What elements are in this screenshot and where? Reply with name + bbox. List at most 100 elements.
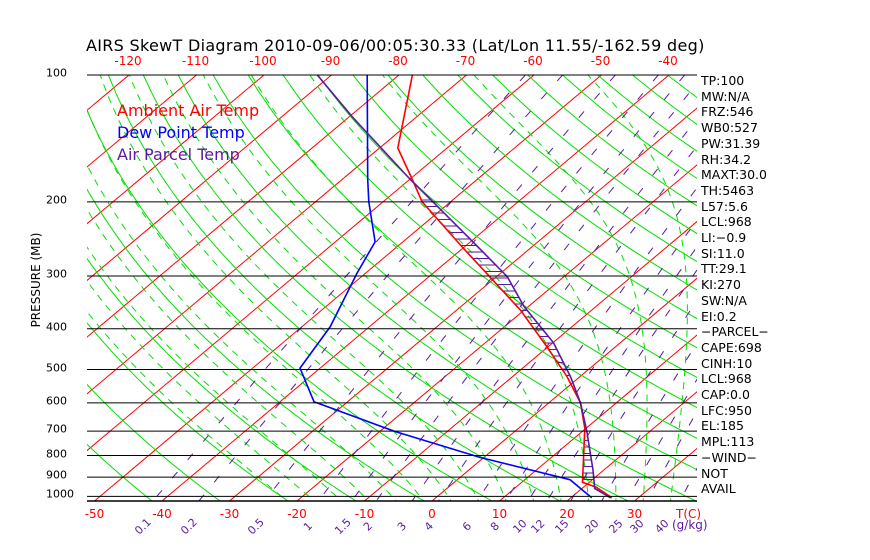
legend-ambient-air-temp: Ambient Air Temp bbox=[117, 101, 260, 120]
sounding-stat: −PARCEL− bbox=[701, 324, 769, 340]
dry-adiabat-line bbox=[457, 75, 697, 263]
moist-adiabat-line bbox=[99, 75, 452, 501]
pressure-tick-label: 300 bbox=[46, 267, 67, 281]
pressure-tick-label: 700 bbox=[46, 422, 67, 436]
top-temp-tick-label: -50 bbox=[590, 54, 611, 68]
isotherm-line bbox=[87, 75, 265, 225]
moist-adiabat-line bbox=[162, 75, 507, 501]
air-parcel-temp-line bbox=[316, 75, 612, 499]
sounding-stat: SW:N/A bbox=[701, 292, 747, 308]
moist-adiabat-line bbox=[128, 75, 480, 501]
mixing-ratio-line bbox=[375, 82, 697, 501]
isotherm-line bbox=[87, 75, 197, 168]
top-temp-tick-label: -100 bbox=[249, 54, 277, 68]
bottom-temp-tick-label: 20 bbox=[559, 507, 575, 521]
sounding-stat: LFC:950 bbox=[701, 402, 752, 418]
moist-adiabat-line bbox=[202, 75, 535, 501]
moist-adiabat-line bbox=[87, 108, 425, 501]
sounding-stat: PW:31.39 bbox=[701, 135, 761, 151]
dry-adiabat-line bbox=[87, 257, 357, 501]
top-temp-tick-label: -70 bbox=[455, 54, 476, 68]
pressure-tick-label: 100 bbox=[46, 66, 67, 80]
isotherm-line bbox=[87, 75, 130, 111]
sounding-stat: RH:34.2 bbox=[701, 151, 752, 167]
isotherm-line bbox=[93, 75, 602, 501]
dry-adiabat-line bbox=[492, 75, 697, 235]
sounding-stat: NOT bbox=[701, 465, 728, 481]
top-temp-tick-label: -60 bbox=[523, 54, 543, 68]
sounding-stat: EL:185 bbox=[701, 418, 744, 434]
sounding-stat: TH:5463 bbox=[701, 182, 755, 198]
sounding-stat: L57:5.6 bbox=[701, 198, 748, 214]
sounding-stat: MAXT:30.0 bbox=[701, 167, 767, 183]
sounding-stat: EI:0.2 bbox=[701, 308, 737, 324]
bottom-temp-tick-label: -30 bbox=[219, 507, 240, 521]
mixing-ratio-line bbox=[351, 75, 685, 501]
dry-adiabat-line bbox=[772, 75, 870, 505]
top-temp-tick-label: -110 bbox=[181, 54, 210, 68]
dry-adiabat-line bbox=[142, 75, 630, 501]
dry-adiabat-line bbox=[107, 75, 561, 501]
bottom-temp-tick-label: 10 bbox=[491, 507, 508, 521]
pressure-tick-label: 800 bbox=[46, 447, 67, 461]
dry-adiabat-line bbox=[282, 75, 697, 409]
mixing-ratio-line bbox=[546, 269, 697, 501]
mixing-ratio-unit: (g/kg) bbox=[672, 518, 708, 532]
bottom-temp-tick-label: -10 bbox=[354, 507, 375, 521]
dry-adiabat-line bbox=[87, 322, 289, 501]
sounding-stat: MPL:113 bbox=[701, 434, 755, 450]
y-axis-label: PRESSURE (MB) bbox=[29, 232, 43, 328]
pressure-tick-label: 1000 bbox=[46, 487, 74, 501]
mixing-ratio-line bbox=[437, 145, 697, 501]
moist-adiabat-line bbox=[87, 280, 315, 501]
dry-adiabat-line bbox=[87, 443, 153, 501]
sounding-stat: CINH:10 bbox=[701, 355, 753, 371]
top-temp-tick-label: -40 bbox=[658, 54, 678, 68]
dry-adiabat-line bbox=[87, 188, 425, 501]
moist-adiabat-line bbox=[382, 75, 617, 501]
sounding-stat: MW:N/A bbox=[701, 88, 750, 104]
isotherm-line bbox=[87, 75, 535, 452]
isotherm-line bbox=[87, 75, 467, 395]
dry-adiabat-line bbox=[352, 75, 697, 349]
mixing-ratio-line bbox=[317, 75, 659, 501]
dew-point-temp-line bbox=[299, 75, 593, 499]
x-axis-label: T(C) bbox=[676, 507, 702, 521]
top-temp-tick-label: -90 bbox=[320, 54, 341, 68]
moist-adiabat-line bbox=[87, 163, 397, 501]
mixing-ratio-line bbox=[476, 186, 697, 501]
legend-air-parcel-temp: Air Parcel Temp bbox=[117, 145, 240, 164]
pressure-tick-label: 200 bbox=[46, 193, 67, 207]
mixing-ratio-line bbox=[411, 118, 697, 501]
sounding-stat: −WIND− bbox=[701, 449, 757, 465]
sounding-stat: SI:11.0 bbox=[701, 245, 745, 261]
top-temp-tick-label: -120 bbox=[114, 54, 142, 68]
bottom-temp-tick-label: -20 bbox=[287, 507, 307, 521]
isotherm-line bbox=[363, 220, 697, 501]
isotherm-line bbox=[566, 391, 697, 501]
moist-adiabat-line bbox=[87, 246, 343, 501]
dry-adiabat-line bbox=[807, 75, 870, 505]
mixing-ratio-line bbox=[152, 75, 526, 501]
sounding-stat: AVAIL bbox=[701, 481, 736, 497]
isotherm-line bbox=[296, 164, 697, 501]
moist-adiabat-line bbox=[473, 75, 648, 501]
pressure-tick-label: 900 bbox=[46, 468, 67, 482]
bottom-temp-tick-label: 0 bbox=[428, 507, 436, 521]
sounding-stat: LCL:968 bbox=[701, 371, 752, 387]
pressure-tick-label: 600 bbox=[46, 394, 67, 408]
dry-adiabat-line bbox=[0, 75, 21, 505]
dry-adiabat-line bbox=[247, 75, 697, 439]
pressure-tick-label: 500 bbox=[46, 361, 67, 375]
sounding-stat: FRZ:546 bbox=[701, 104, 754, 120]
dry-adiabat-line bbox=[422, 75, 697, 291]
bottom-temp-tick-label: 30 bbox=[626, 507, 643, 521]
mixing-ratio-line bbox=[601, 342, 697, 501]
sounding-stat: LCL:968 bbox=[701, 214, 752, 230]
sounding-stat: WB0:527 bbox=[701, 120, 758, 136]
sounding-stat: KI:270 bbox=[701, 277, 741, 293]
mixing-ratio-line bbox=[570, 299, 697, 501]
dry-adiabat-line bbox=[0, 75, 89, 505]
moist-adiabat-line bbox=[309, 75, 590, 501]
